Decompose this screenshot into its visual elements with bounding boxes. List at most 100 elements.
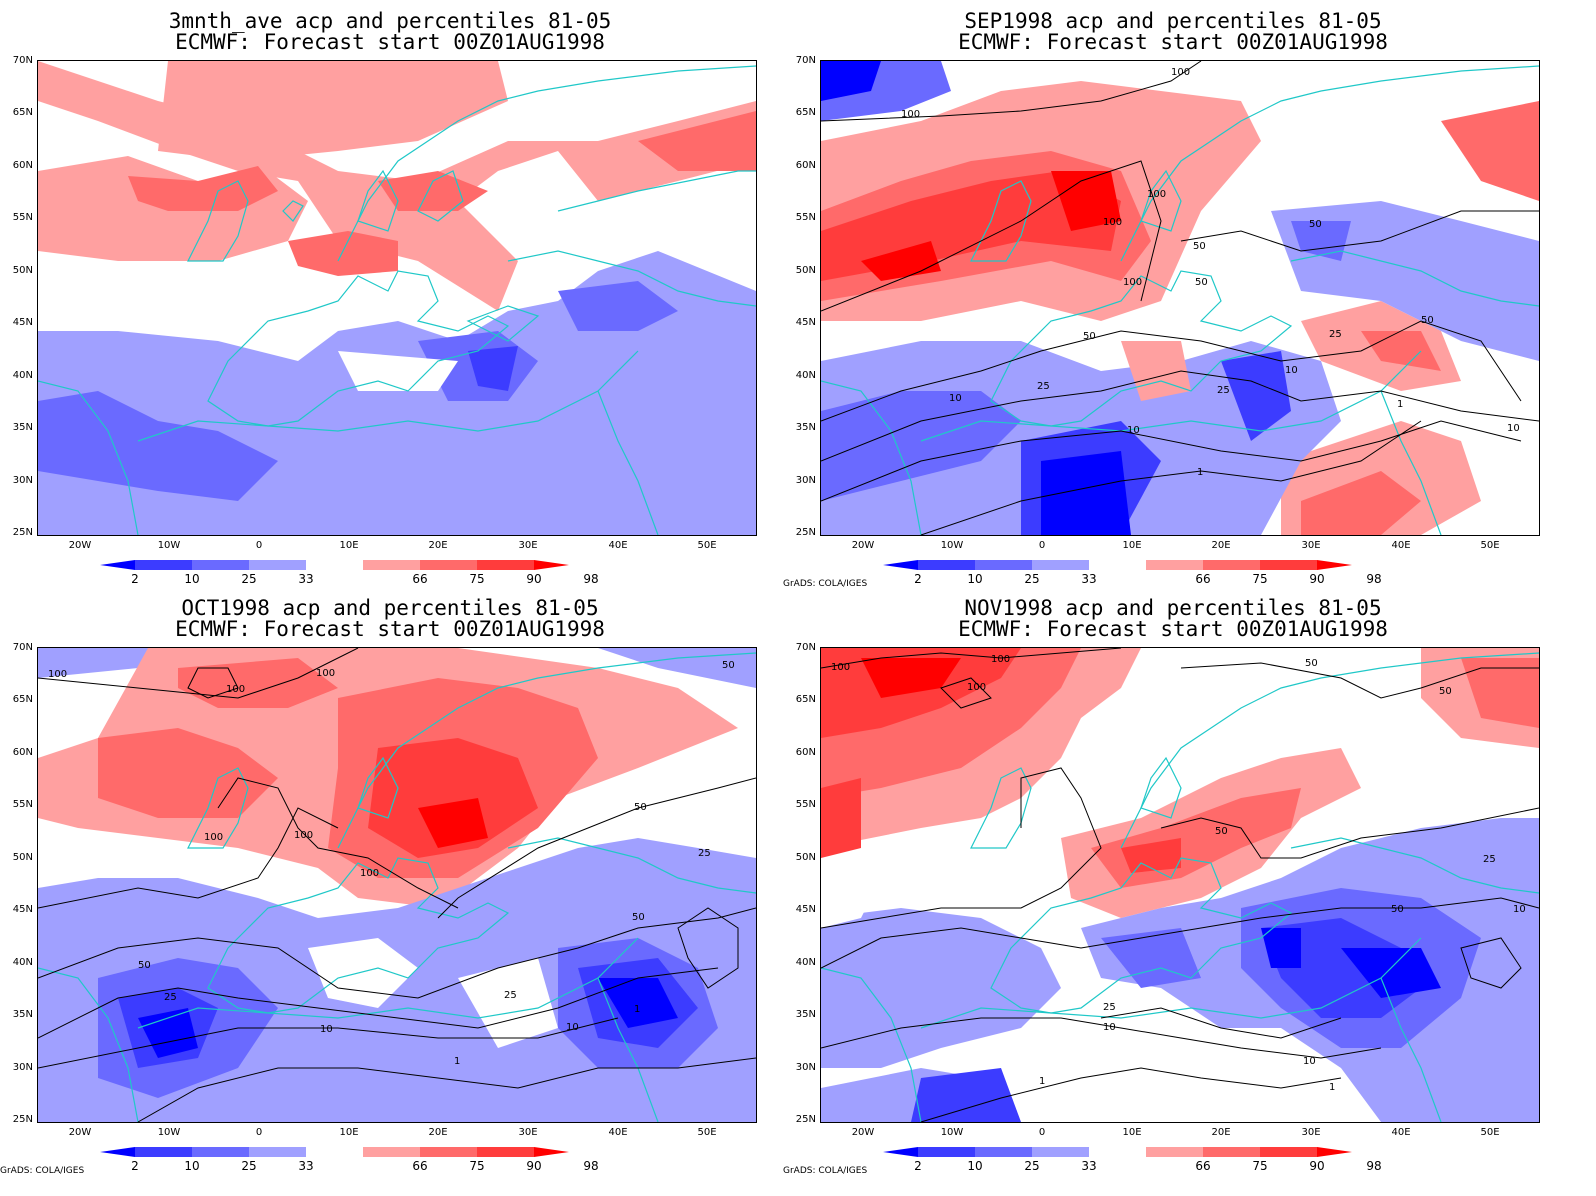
lon-label: 20E [1211, 540, 1231, 551]
contour-layer [821, 648, 1539, 1122]
colorbar-box [1089, 560, 1146, 570]
lon-label: 10E [339, 1127, 359, 1138]
colorbar-arrow-high [534, 1147, 569, 1157]
colorbar-box [306, 560, 363, 570]
colorbar-box [1146, 1147, 1203, 1157]
colorbar-label: 33 [298, 1159, 313, 1173]
colorbar-box [135, 1147, 192, 1157]
lat-label: 45N [795, 904, 816, 915]
contour-label: 100 [901, 109, 920, 120]
lat-label: 50N [795, 265, 816, 276]
map-canvas [821, 61, 1539, 535]
map-canvas [38, 648, 756, 1122]
contour-label: 1 [1197, 467, 1203, 478]
contour-label: 1 [1397, 399, 1403, 410]
colorbar-label: 98 [583, 1159, 598, 1173]
lat-label: 40N [12, 370, 33, 381]
map-panel-sep1998: SEP1998 acp and percentiles 81-05 ECMWF:… [783, 0, 1563, 590]
colorbar-box [918, 560, 975, 570]
lat-label: 35N [795, 1009, 816, 1020]
panel-subtitle: ECMWF: Forecast start 00Z01AUG1998 [958, 30, 1388, 54]
contour-label: 10 [566, 1022, 579, 1033]
contour-labels-layer: 100 100 100 100 100 100 50 50 50 25 25 2… [48, 660, 735, 1067]
lat-label: 45N [12, 317, 33, 328]
contour-label: 10 [1285, 365, 1298, 376]
contour-label: 25 [1217, 385, 1230, 396]
lon-label: 30E [1301, 1127, 1321, 1138]
colorbar-box [1146, 560, 1203, 570]
panel-title: SEP1998 acp and percentiles 81-05 [964, 9, 1382, 33]
colorbar-label: 33 [298, 572, 313, 586]
lat-label: 30N [795, 1062, 816, 1073]
colorbar-arrow-low [100, 1147, 135, 1157]
colorbar-box [477, 1147, 534, 1157]
colorbar-box [1260, 560, 1317, 570]
lon-label: 20W [851, 540, 875, 551]
lon-label: 30E [1301, 540, 1321, 551]
shading-layer [821, 648, 1539, 1122]
colorbar-label: 2 [914, 1159, 922, 1173]
contour-label: 100 [360, 868, 379, 879]
lat-label: 30N [12, 475, 33, 486]
colorbar-arrow-high [1317, 1147, 1352, 1157]
colorbar-box [249, 1147, 306, 1157]
grads-credit: GrADS: COLA/IGES [0, 1166, 85, 1176]
lat-label: 30N [795, 475, 816, 486]
lat-label: 65N [12, 107, 33, 118]
colorbar-label: 90 [1309, 572, 1324, 586]
contour-label: 10 [1303, 1056, 1316, 1067]
panel-title: 3mnth_ave acp and percentiles 81-05 [168, 9, 612, 33]
contour-label: 10 [1127, 425, 1140, 436]
colorbar-label: 90 [526, 572, 541, 586]
grads-credit: GrADS: COLA/IGES [783, 579, 868, 589]
contour-label: 1 [1039, 1076, 1045, 1087]
colorbar-box [1203, 1147, 1260, 1157]
contour-layer [821, 61, 1539, 535]
colorbar-box [1260, 1147, 1317, 1157]
contour-label: 25 [1037, 381, 1050, 392]
shading-layer [38, 648, 756, 1122]
percentile-colorbar: 2 10 25 33 66 75 90 98 [100, 1147, 599, 1173]
colorbar-box [1032, 1147, 1089, 1157]
contour-label: 50 [1193, 241, 1206, 252]
contour-label: 10 [1507, 423, 1520, 434]
lat-label: 70N [12, 55, 33, 66]
lat-label: 35N [12, 422, 33, 433]
colorbar-label: 98 [1366, 1159, 1381, 1173]
map-area: 100 100 100 100 100 100 50 50 50 25 25 2… [37, 647, 757, 1123]
lat-label: 40N [795, 957, 816, 968]
colorbar-label: 98 [1366, 572, 1381, 586]
contour-label: 10 [1513, 904, 1526, 915]
colorbar-label: 66 [1195, 1159, 1210, 1173]
lat-label: 55N [795, 212, 816, 223]
contour-label: 100 [1103, 217, 1122, 228]
contour-label: 100 [316, 668, 335, 679]
colorbar-label: 75 [1252, 572, 1267, 586]
lat-label: 65N [795, 107, 816, 118]
contour-label: 100 [831, 662, 850, 673]
contour-label: 100 [294, 830, 313, 841]
lat-label: 65N [12, 694, 33, 705]
contour-label: 100 [1123, 277, 1142, 288]
contour-label: 10 [320, 1024, 333, 1035]
contour-label: 50 [1309, 219, 1322, 230]
panel-subtitle: ECMWF: Forecast start 00Z01AUG1998 [175, 617, 605, 641]
lon-label: 20E [428, 540, 448, 551]
contour-label: 50 [1305, 658, 1318, 669]
colorbar-label: 2 [131, 1159, 139, 1173]
contour-label: 100 [1147, 189, 1166, 200]
map-area: 100 100 100 50 50 50 50 25 25 10 10 10 1… [820, 647, 1540, 1123]
colorbar-box [1032, 560, 1089, 570]
colorbar-arrow-low [883, 560, 918, 570]
colorbar-box [249, 560, 306, 570]
colorbar-label: 10 [184, 1159, 199, 1173]
lon-label: 10E [1122, 540, 1142, 551]
contour-label: 100 [204, 832, 223, 843]
colorbar-arrow-low [883, 1147, 918, 1157]
lon-label: 20W [68, 540, 92, 551]
lat-label: 35N [12, 1009, 33, 1020]
colorbar-arrow-high [534, 560, 569, 570]
map-panel-3mnth: 3mnth_ave acp and percentiles 81-05 ECMW… [0, 0, 780, 590]
contour-label: 50 [1421, 315, 1434, 326]
colorbar-label: 2 [914, 572, 922, 586]
